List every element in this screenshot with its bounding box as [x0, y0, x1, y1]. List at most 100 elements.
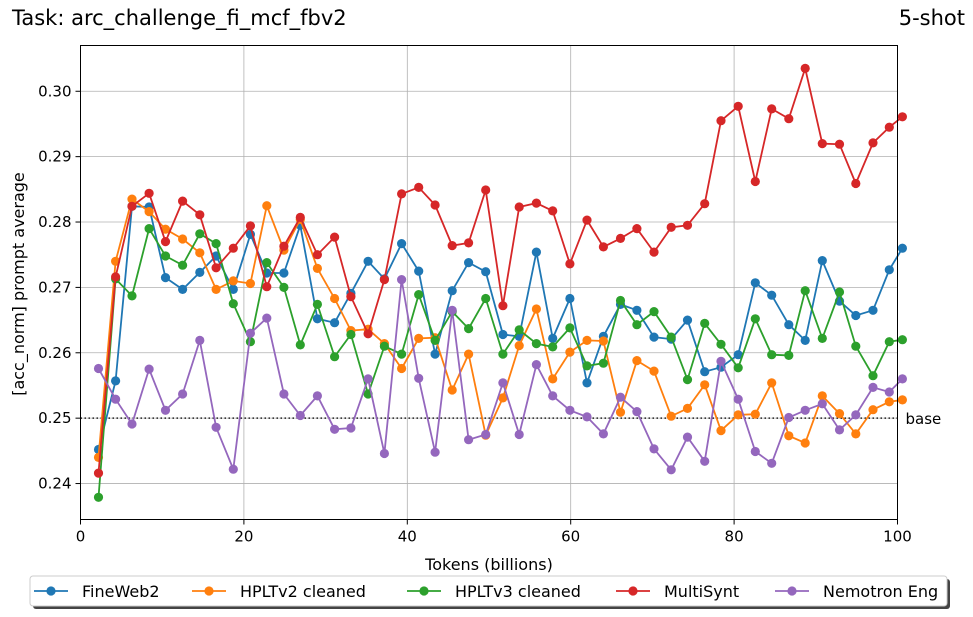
data-point — [312, 314, 322, 324]
data-point — [767, 350, 777, 360]
legend-marker — [787, 586, 797, 596]
data-point — [295, 212, 305, 222]
data-point — [279, 389, 289, 399]
data-point — [767, 290, 777, 300]
data-point — [228, 243, 238, 253]
data-point — [228, 464, 238, 474]
data-point — [548, 342, 558, 352]
data-point — [615, 233, 626, 243]
data-point — [632, 407, 642, 417]
data-point — [144, 207, 154, 217]
data-point — [211, 239, 221, 249]
data-point — [834, 287, 845, 297]
data-point — [767, 104, 777, 114]
data-point — [615, 407, 626, 417]
data-point — [279, 241, 289, 251]
chart-title: Task: arc_challenge_fi_mcf_fbv2 — [12, 6, 347, 30]
data-point — [784, 350, 794, 360]
data-point — [397, 349, 407, 359]
data-point — [363, 256, 373, 266]
data-point — [195, 229, 205, 239]
data-point — [245, 337, 255, 347]
legend-item: FineWeb2 — [34, 582, 160, 601]
data-point — [632, 305, 642, 315]
data-point — [211, 422, 221, 432]
data-point — [733, 394, 743, 404]
data-point — [464, 349, 474, 359]
data-point — [127, 201, 137, 211]
data-point — [682, 432, 693, 442]
legend-label: HPLTv3 cleaned — [455, 582, 581, 601]
data-point — [817, 399, 827, 409]
axis-ticks: 0 20 40 60 80 100 0.24 0.25 0.26 0.27 0.28 0.29 0.30 — [38, 82, 912, 545]
data-point — [195, 248, 205, 258]
data-point — [363, 329, 373, 339]
data-point — [834, 139, 845, 149]
data-point — [598, 336, 609, 346]
data-point — [330, 293, 340, 304]
plot-frame — [80, 45, 898, 520]
legend-item: HPLTv2 cleaned — [192, 582, 366, 601]
data-point — [851, 310, 861, 321]
data-point — [346, 423, 356, 433]
data-point — [784, 412, 794, 423]
data-point — [548, 206, 558, 216]
data-point — [800, 405, 810, 415]
data-point — [750, 278, 760, 288]
data-point — [897, 112, 908, 122]
x-axis-label: Tokens (billions) — [424, 555, 553, 574]
data-point — [750, 409, 760, 419]
data-point — [649, 307, 659, 317]
data-point — [750, 176, 760, 187]
y-tick-label: 0.24 — [38, 475, 71, 493]
data-point — [800, 286, 810, 296]
data-point — [414, 182, 424, 192]
data-point — [245, 278, 255, 289]
data-point — [565, 347, 575, 357]
data-point — [700, 367, 710, 377]
data-point — [414, 266, 424, 276]
data-point — [834, 425, 845, 435]
data-point — [531, 360, 542, 370]
data-point — [144, 224, 154, 234]
x-tick-label: 100 — [883, 528, 912, 546]
data-point — [262, 201, 272, 211]
legend-marker — [628, 586, 638, 596]
series-hpltv2-cleaned — [93, 194, 908, 462]
data-point — [733, 101, 743, 111]
data-point — [531, 304, 542, 314]
chart-subtitle: 5-shot — [898, 6, 965, 30]
data-point — [498, 329, 508, 340]
data-point — [160, 224, 171, 234]
data-point — [700, 199, 710, 209]
data-point — [346, 292, 356, 302]
data-point — [195, 267, 205, 277]
legend-item: MultiSynt — [616, 582, 739, 601]
data-point — [481, 429, 491, 440]
legend-label: FineWeb2 — [82, 582, 160, 601]
data-point — [884, 397, 894, 407]
data-point — [262, 313, 272, 323]
data-point — [649, 332, 659, 342]
series-nemotron-eng — [93, 275, 908, 475]
data-point — [498, 349, 508, 359]
data-point — [464, 324, 474, 334]
data-point — [716, 116, 726, 126]
data-point — [750, 314, 760, 324]
y-tick-label: 0.25 — [38, 409, 71, 427]
data-point — [767, 458, 777, 468]
data-point — [245, 328, 255, 338]
y-tick-label: 0.29 — [38, 148, 71, 166]
data-point — [649, 247, 659, 257]
data-point — [160, 237, 171, 247]
data-point — [868, 405, 878, 415]
data-point — [884, 337, 894, 347]
legend-marker — [204, 586, 214, 596]
data-point — [514, 429, 524, 440]
data-point — [868, 371, 878, 381]
data-point — [666, 465, 676, 475]
data-point — [228, 284, 238, 294]
data-point — [800, 438, 810, 448]
data-point — [160, 273, 171, 283]
